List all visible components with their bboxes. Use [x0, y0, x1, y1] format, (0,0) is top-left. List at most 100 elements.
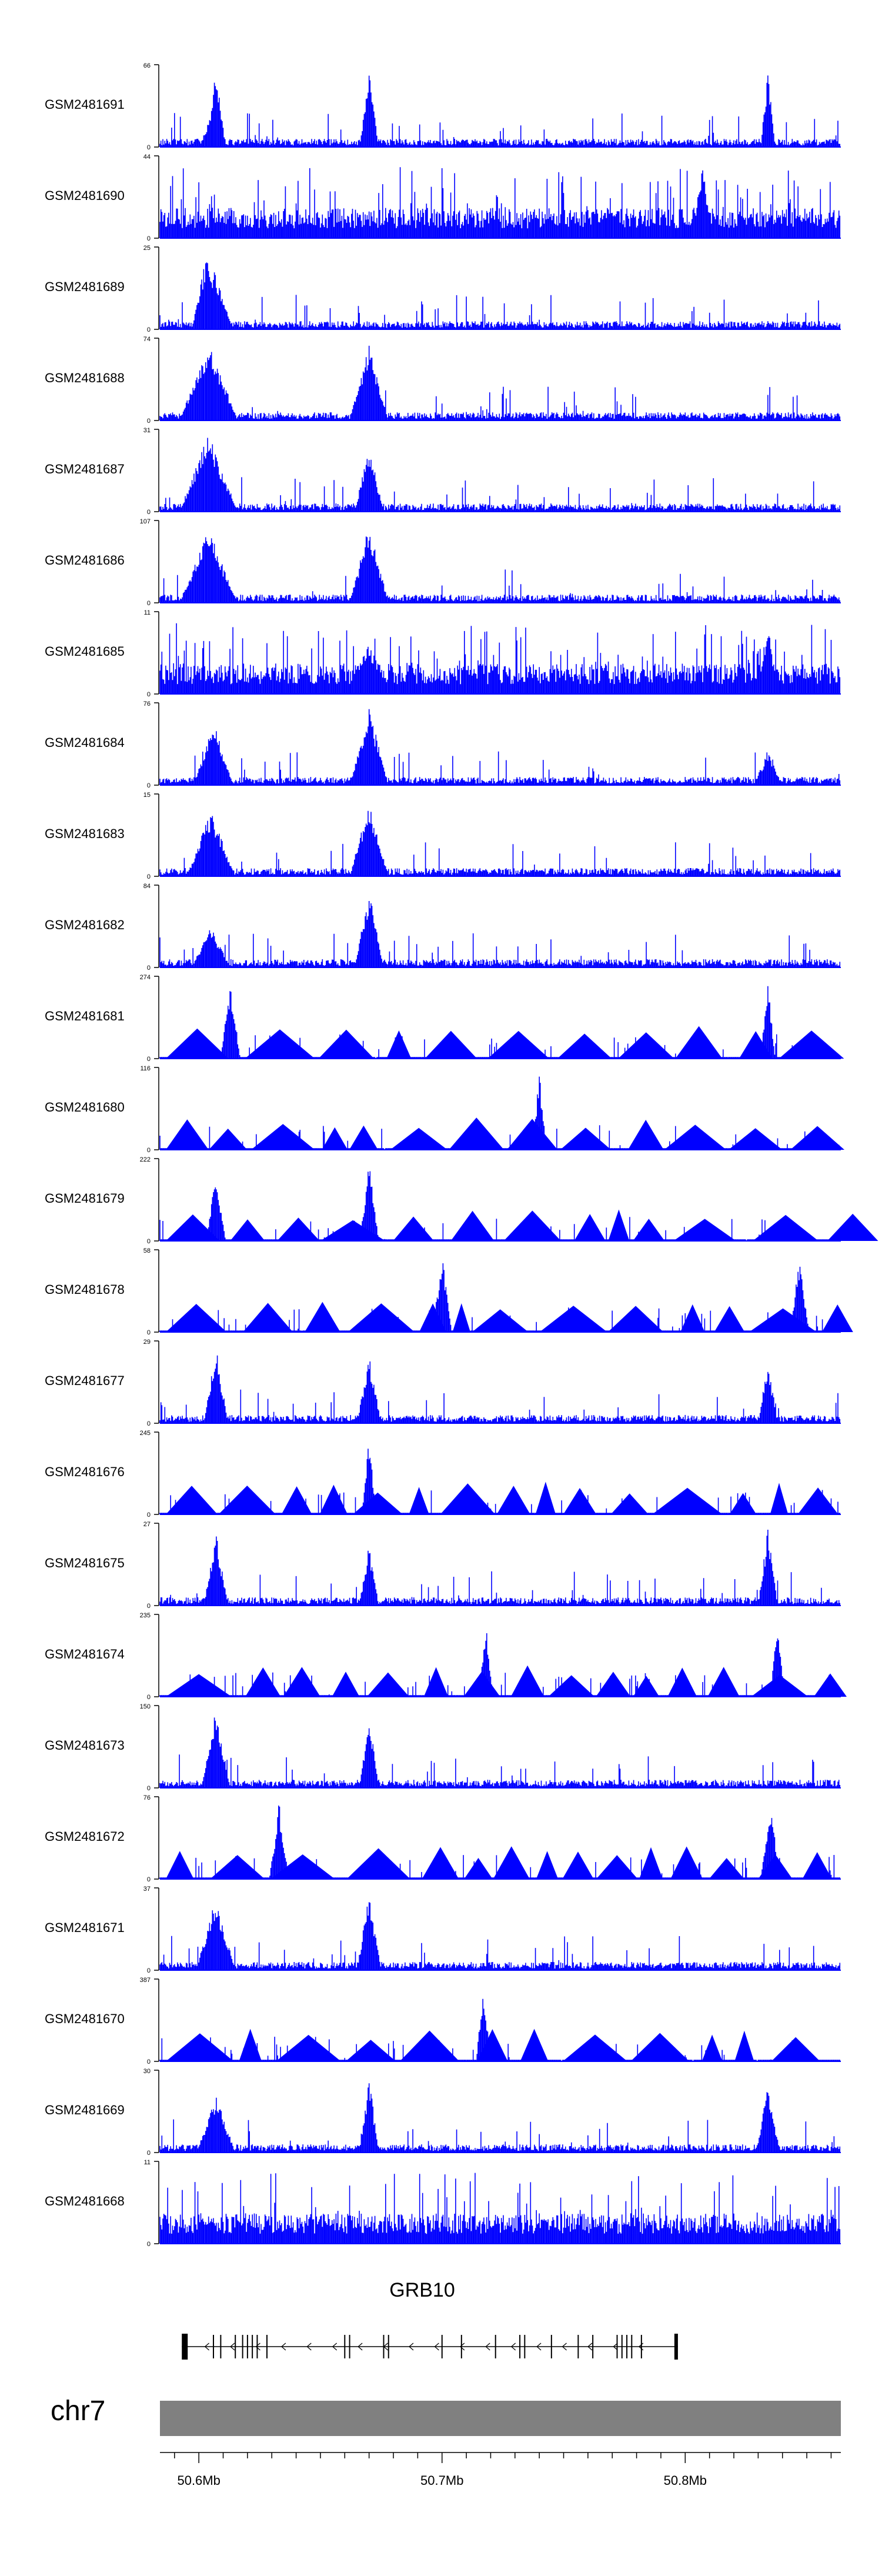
y-max-label: 222: [140, 1156, 151, 1163]
track-name: GSM2481684: [45, 735, 125, 750]
y-max-label: 66: [143, 62, 151, 69]
track-GSM2481688: GSM2481688 74 0: [45, 336, 841, 425]
track-GSM2481668: GSM2481668 11 0: [45, 2159, 841, 2248]
track-GSM2481691: GSM2481691 66 0: [45, 62, 841, 151]
y-zero-label: 0: [147, 235, 151, 242]
y-max-label: 150: [140, 1703, 151, 1710]
y-zero-label: 0: [147, 1694, 151, 1701]
track-name: GSM2481680: [45, 1100, 125, 1115]
strand-arrow: [280, 2343, 286, 2351]
track-name: GSM2481683: [45, 826, 125, 841]
signal-triangles: [166, 1846, 832, 1879]
y-max-label: 29: [143, 1339, 151, 1346]
signal-trace: [159, 901, 841, 967]
strand-arrow: [587, 2343, 593, 2351]
y-max-label: 31: [143, 427, 151, 434]
y-zero-label: 0: [147, 418, 151, 425]
y-zero-label: 0: [147, 1511, 151, 1519]
track-name: GSM2481670: [45, 2011, 125, 2026]
gene-exon: [182, 2334, 188, 2360]
y-zero-label: 0: [147, 2241, 151, 2248]
y-max-label: 76: [143, 700, 151, 708]
track-GSM2481683: GSM2481683 15 0: [45, 792, 841, 880]
track-GSM2481679: GSM2481679 222 0: [45, 1156, 878, 1245]
track-name: GSM2481669: [45, 2103, 125, 2117]
signal-triangles: [166, 1026, 844, 1059]
y-zero-label: 0: [147, 1056, 151, 1063]
track-name: GSM2481689: [45, 279, 125, 294]
track-GSM2481681: GSM2481681 274 0: [45, 974, 844, 1063]
strand-arrow: [536, 2343, 542, 2351]
track-GSM2481685: GSM2481685 11 0: [45, 609, 841, 698]
track-GSM2481680: GSM2481680 116 0: [45, 1065, 845, 1154]
track-GSM2481686: GSM2481686 107 0: [45, 518, 841, 607]
track-name: GSM2481668: [45, 2194, 125, 2208]
track-name: GSM2481687: [45, 462, 125, 476]
track-name: GSM2481671: [45, 1920, 125, 1935]
genomic-axis: 50.6Mb 50.7Mb 50.8Mb: [160, 2452, 841, 2488]
strand-arrow: [306, 2343, 312, 2351]
y-zero-label: 0: [147, 782, 151, 789]
track-name: GSM2481681: [45, 1009, 125, 1023]
track-name: GSM2481673: [45, 1738, 125, 1753]
strand-arrow: [434, 2343, 439, 2351]
track-GSM2481669: GSM2481669 30 0: [45, 2068, 841, 2157]
track-GSM2481671: GSM2481671 37 0: [45, 1886, 841, 1974]
track-GSM2481678: GSM2481678 58 0: [45, 1247, 853, 1336]
track-GSM2481673: GSM2481673 150 0: [45, 1703, 841, 1792]
signal-trace: [159, 1171, 841, 1241]
signal-trace: [159, 345, 841, 421]
chromosome-bar: [160, 2401, 841, 2436]
strand-arrow: [204, 2343, 209, 2351]
y-max-label: 76: [143, 1794, 151, 1801]
signal-trace: [159, 2173, 841, 2244]
strand-arrow: [409, 2343, 414, 2351]
signal-trace: [159, 709, 841, 785]
signal-trace: [159, 1355, 841, 1423]
y-max-label: 387: [140, 1977, 151, 1984]
axis-tick-label: 50.6Mb: [177, 2473, 220, 2488]
y-max-label: 44: [143, 154, 151, 161]
y-zero-label: 0: [147, 326, 151, 333]
axis-tick-label: 50.7Mb: [420, 2473, 463, 2488]
signal-triangles: [166, 1117, 845, 1150]
track-GSM2481687: GSM2481687 31 0: [45, 427, 841, 516]
signal-trace: [159, 2083, 841, 2153]
signal-trace: [159, 262, 841, 329]
y-zero-label: 0: [147, 1603, 151, 1610]
track-GSM2481676: GSM2481676 245 0: [45, 1430, 841, 1519]
y-max-label: 74: [143, 336, 151, 343]
signal-triangles: [166, 1209, 878, 1241]
signal-trace: [159, 1902, 841, 1970]
signal-triangles: [166, 1481, 838, 1514]
y-zero-label: 0: [147, 1329, 151, 1336]
y-max-label: 30: [143, 2068, 151, 2075]
gene-exon: [674, 2334, 678, 2360]
track-name: GSM2481679: [45, 1191, 125, 1206]
track-GSM2481670: GSM2481670 387 0: [45, 1977, 841, 2066]
track-name: GSM2481690: [45, 188, 125, 203]
y-max-label: 11: [144, 2159, 151, 2166]
strand-arrow: [613, 2343, 618, 2351]
track-GSM2481689: GSM2481689 25 0: [45, 245, 841, 333]
track-name: GSM2481676: [45, 1464, 125, 1479]
strand-arrow: [510, 2343, 516, 2351]
signal-triangles: [166, 1665, 847, 1697]
y-zero-label: 0: [147, 691, 151, 698]
y-max-label: 116: [140, 1065, 151, 1072]
track-name: GSM2481685: [45, 644, 125, 659]
strand-arrow: [383, 2343, 388, 2351]
signal-trace: [159, 810, 841, 876]
y-zero-label: 0: [147, 1147, 151, 1154]
strand-arrow: [562, 2343, 567, 2351]
y-max-label: 107: [140, 518, 151, 525]
track-name: GSM2481682: [45, 917, 125, 932]
track-name: GSM2481678: [45, 1282, 125, 1297]
y-max-label: 25: [143, 245, 151, 252]
track-name: GSM2481674: [45, 1647, 125, 1661]
track-name: GSM2481691: [45, 97, 125, 112]
track-name: GSM2481672: [45, 1829, 125, 1844]
y-max-label: 15: [143, 792, 151, 799]
signal-trace: [159, 536, 841, 603]
